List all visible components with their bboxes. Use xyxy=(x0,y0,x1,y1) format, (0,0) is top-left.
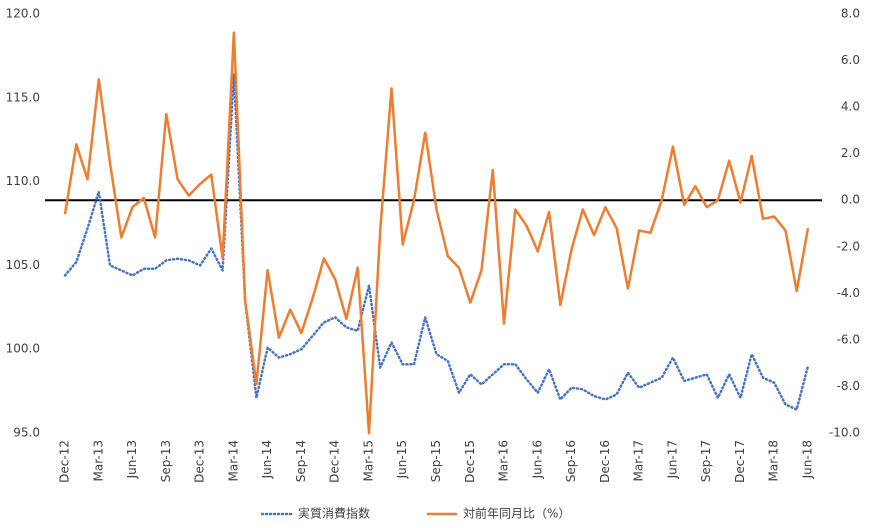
y2-tick-label: -2.0 xyxy=(837,239,860,253)
x-tick-label: Mar-17 xyxy=(632,440,646,481)
x-tick-label: Jun-14 xyxy=(260,440,274,479)
x-tick-label: Mar-16 xyxy=(497,440,511,481)
x-tick-label: Sep-15 xyxy=(429,440,443,482)
y-tick-label: 100.0 xyxy=(6,342,40,356)
y-tick-label: 115.0 xyxy=(6,90,40,104)
legend-label: 対前年同月比（%） xyxy=(463,506,570,521)
series-line xyxy=(63,31,810,435)
y2-tick-label: 2.0 xyxy=(841,146,860,160)
x-tick-label: Dec-17 xyxy=(733,440,747,483)
x-tick-label: Sep-16 xyxy=(564,440,578,482)
x-tick-label: Jun-18 xyxy=(801,440,815,479)
x-tick-label: Jun-13 xyxy=(125,440,139,479)
y2-tick-label: 4.0 xyxy=(841,100,860,114)
x-tick-label: Jun-16 xyxy=(530,440,544,479)
x-tick-label: Mar-14 xyxy=(226,440,240,481)
x-tick-label: Jun-17 xyxy=(665,440,679,479)
x-tick-label: Mar-13 xyxy=(91,440,105,481)
x-tick-label: Mar-18 xyxy=(767,440,781,481)
x-tick-label: Dec-15 xyxy=(463,440,477,483)
x-tick-label: Dec-16 xyxy=(598,440,612,483)
y2-tick-label: -8.0 xyxy=(837,379,860,393)
legend-label: 実質消費指数 xyxy=(298,506,370,521)
series-line xyxy=(63,73,810,411)
y2-tick-label: 6.0 xyxy=(841,53,860,67)
x-tick-label: Sep-17 xyxy=(699,440,713,482)
y-tick-label: 105.0 xyxy=(6,258,40,272)
x-tick-label: Dec-12 xyxy=(58,440,72,483)
y-tick-label: 120.0 xyxy=(6,7,40,21)
x-tick-label: Mar-15 xyxy=(361,440,375,481)
x-tick-label: Dec-13 xyxy=(193,440,207,483)
x-tick-label: Sep-13 xyxy=(159,440,173,482)
y2-tick-label: 0.0 xyxy=(841,193,860,207)
y-tick-label: 95.0 xyxy=(13,426,40,440)
y2-tick-label: -6.0 xyxy=(837,332,860,346)
x-tick-label: Jun-15 xyxy=(395,440,409,479)
y2-tick-label: -4.0 xyxy=(837,286,860,300)
x-tick-label: Sep-14 xyxy=(294,440,308,482)
y2-tick-label: 8.0 xyxy=(841,7,860,21)
y2-tick-label: -10.0 xyxy=(829,426,860,440)
x-tick-label: Dec-14 xyxy=(328,440,342,483)
y-tick-label: 110.0 xyxy=(6,174,40,188)
